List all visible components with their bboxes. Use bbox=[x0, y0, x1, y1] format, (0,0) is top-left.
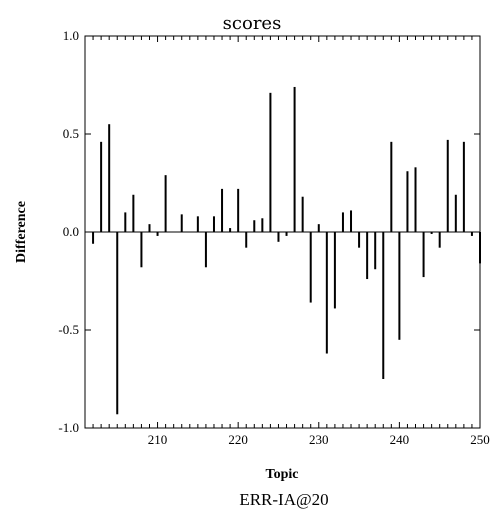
y-axis-label: Difference bbox=[14, 201, 29, 263]
bar-topic-250 bbox=[479, 232, 481, 264]
bar-topic-215 bbox=[196, 216, 199, 232]
bar-topic-219 bbox=[229, 228, 232, 232]
bar-topic-213 bbox=[180, 214, 183, 232]
bar-topic-227 bbox=[293, 86, 296, 233]
x-tick-label: 220 bbox=[228, 432, 248, 447]
bar-topic-218 bbox=[221, 188, 224, 232]
bar-topic-225 bbox=[277, 232, 280, 242]
bar-topic-206 bbox=[124, 212, 127, 232]
bar-topic-231 bbox=[325, 232, 328, 354]
bar-topic-220 bbox=[237, 188, 240, 232]
bar-topic-244 bbox=[430, 232, 433, 234]
y-tick-label: 0.0 bbox=[63, 224, 79, 239]
x-tick-label: 210 bbox=[148, 432, 168, 447]
x-tick-label: 240 bbox=[390, 432, 410, 447]
bar-topic-240 bbox=[398, 232, 401, 340]
bar-topic-232 bbox=[333, 232, 336, 309]
bar-topic-210 bbox=[156, 232, 159, 236]
bar-topic-238 bbox=[382, 232, 385, 379]
bar-topic-248 bbox=[462, 141, 465, 232]
x-tick-label: 230 bbox=[309, 432, 329, 447]
plot-area: -1.0 -0.5 0.0 0.5 1.0 210 220 230 240 250 bbox=[58, 28, 489, 447]
bar-topic-233 bbox=[341, 212, 344, 232]
bar-topic-235 bbox=[358, 232, 361, 248]
bar-topic-236 bbox=[366, 232, 369, 280]
x-tick-label: 250 bbox=[470, 432, 490, 447]
bar-topic-243 bbox=[422, 232, 425, 278]
chart-caption: ERR-IA@20 bbox=[239, 490, 328, 509]
bar-topic-217 bbox=[212, 216, 215, 232]
bar-topic-229 bbox=[309, 232, 312, 303]
y-tick-label: -0.5 bbox=[58, 322, 79, 337]
bar-topic-211 bbox=[164, 175, 167, 232]
bar-topic-247 bbox=[454, 194, 457, 232]
bar-topic-241 bbox=[406, 171, 409, 232]
bar-topic-209 bbox=[148, 224, 151, 232]
x-axis-label: Topic bbox=[266, 467, 299, 482]
bar-topic-224 bbox=[269, 92, 272, 232]
bar-topic-239 bbox=[390, 141, 393, 232]
bar-topic-203 bbox=[100, 141, 103, 232]
chart-title: scores bbox=[223, 13, 282, 34]
bar-topic-237 bbox=[374, 232, 377, 270]
bar-topic-228 bbox=[301, 196, 304, 232]
bar-topic-226 bbox=[285, 232, 288, 236]
bar-topic-249 bbox=[470, 232, 473, 236]
bar-topic-245 bbox=[438, 232, 441, 248]
bar-topic-242 bbox=[414, 167, 417, 232]
bar-topic-216 bbox=[204, 232, 207, 268]
bar-topic-222 bbox=[253, 220, 256, 232]
bar-topic-208 bbox=[140, 232, 143, 268]
bar-topic-221 bbox=[245, 232, 248, 248]
y-tick-label: -1.0 bbox=[58, 420, 79, 435]
bar-topic-230 bbox=[317, 224, 320, 232]
bar-topic-234 bbox=[350, 210, 353, 232]
bar-topic-207 bbox=[132, 194, 135, 232]
bar-topic-202 bbox=[92, 232, 95, 244]
bar-topic-223 bbox=[261, 218, 264, 232]
bar-topic-246 bbox=[446, 139, 449, 232]
y-tick-label: 1.0 bbox=[63, 28, 79, 43]
bar-topic-204 bbox=[108, 124, 111, 232]
y-tick-label: 0.5 bbox=[63, 126, 79, 141]
bar-topic-205 bbox=[116, 232, 119, 415]
